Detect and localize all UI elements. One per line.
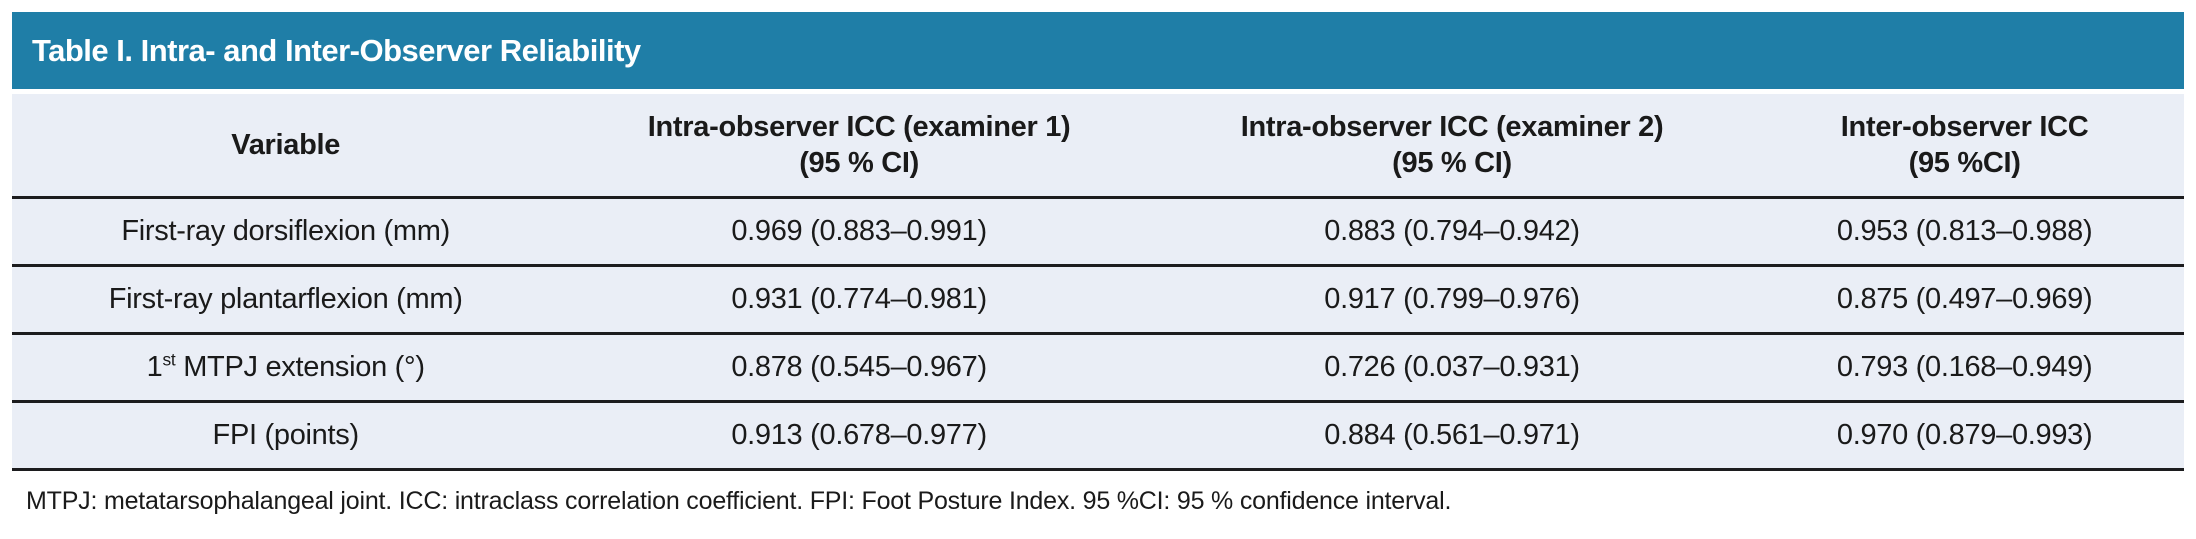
row-divider <box>12 400 2184 403</box>
header-intra-observer-1: Intra-observer ICC (examiner 1) (95 % CI… <box>559 109 1158 182</box>
icc-examiner2-cell: 0.883 (0.794–0.942) <box>1324 215 1580 248</box>
row-divider <box>12 264 2184 267</box>
table-bottom-rule <box>12 468 2184 471</box>
variable-text: 1 <box>146 351 163 384</box>
title-header-gap <box>12 89 2184 94</box>
table-row: First-ray dorsiflexion (mm) 0.969 (0.883… <box>12 199 2184 264</box>
table-row: First-ray plantarflexion (mm) 0.931 (0.7… <box>12 267 2184 332</box>
row-divider <box>12 332 2184 335</box>
header-intra-observer-1-line1: Intra-observer ICC (examiner 1) <box>647 110 1071 143</box>
variable-cell: First-ray plantarflexion (mm) <box>108 283 463 316</box>
icc-examiner1-cell: 0.931 (0.774–0.981) <box>731 283 987 316</box>
table-title-bar: Table I. Intra- and Inter-Observer Relia… <box>12 12 2184 89</box>
icc-inter-observer-cell: 0.793 (0.168–0.949) <box>1836 351 2093 384</box>
table-row: FPI (points) 0.913 (0.678–0.977) 0.884 (… <box>12 403 2184 468</box>
reliability-table: Table I. Intra- and Inter-Observer Relia… <box>12 12 2184 516</box>
header-intra-observer-1-line2: (95 % CI) <box>799 147 919 179</box>
row-divider <box>12 196 2184 199</box>
header-intra-observer-2-line1: Intra-observer ICC (examiner 2) <box>1240 110 1664 143</box>
variable-text: MTPJ extension (°) <box>175 351 425 384</box>
icc-examiner1-cell: 0.878 (0.545–0.967) <box>731 351 987 384</box>
header-variable: Variable <box>12 127 559 163</box>
header-intra-observer-2: Intra-observer ICC (examiner 2) (95 % CI… <box>1159 109 1745 182</box>
header-intra-observer-2-line2: (95 % CI) <box>1392 147 1512 179</box>
icc-examiner2-cell: 0.917 (0.799–0.976) <box>1324 283 1580 316</box>
variable-cell: FPI (points) <box>212 419 360 452</box>
header-variable-line1: Variable <box>231 128 341 161</box>
header-inter-observer-line2: (95 %CI) <box>1908 147 2021 179</box>
header-inter-observer-line1: Inter-observer ICC <box>1840 110 2089 143</box>
icc-inter-observer-cell: 0.875 (0.497–0.969) <box>1836 283 2093 316</box>
icc-examiner2-cell: 0.884 (0.561–0.971) <box>1324 419 1580 452</box>
table-row: 1st MTPJ extension (°) 0.878 (0.545–0.96… <box>12 335 2184 400</box>
icc-inter-observer-cell: 0.953 (0.813–0.988) <box>1836 215 2093 248</box>
variable-cell: 1st MTPJ extension (°) <box>12 349 559 385</box>
icc-examiner1-cell: 0.913 (0.678–0.977) <box>731 419 987 452</box>
icc-examiner2-cell: 0.726 (0.037–0.931) <box>1324 351 1580 384</box>
ordinal-superscript: st <box>162 349 176 370</box>
table-title: Table I. Intra- and Inter-Observer Relia… <box>32 32 641 68</box>
table-grid: Variable Intra-observer ICC (examiner 1)… <box>12 94 2184 471</box>
header-inter-observer: Inter-observer ICC (95 %CI) <box>1745 109 2184 182</box>
icc-inter-observer-cell: 0.970 (0.879–0.993) <box>1836 419 2093 452</box>
icc-examiner1-cell: 0.969 (0.883–0.991) <box>731 215 987 248</box>
table-footnote: MTPJ: metatarsophalangeal joint. ICC: in… <box>12 471 2184 516</box>
variable-cell: First-ray dorsiflexion (mm) <box>121 215 450 248</box>
table-header-row: Variable Intra-observer ICC (examiner 1)… <box>12 94 2184 196</box>
